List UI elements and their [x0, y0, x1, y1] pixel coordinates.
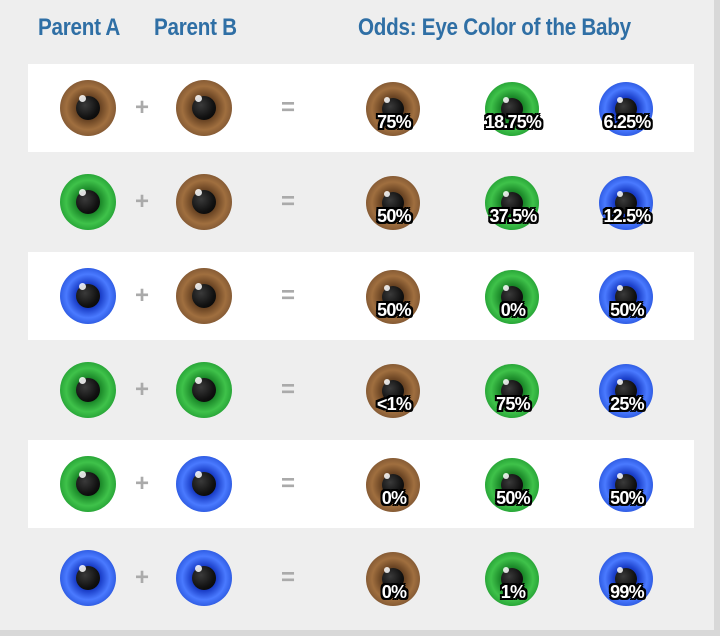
odds-blue-cell: 50%: [592, 452, 662, 522]
odds-percentage: <1%: [376, 394, 412, 414]
header-parent-b: Parent B: [154, 14, 237, 41]
header-parent-a: Parent A: [38, 14, 121, 41]
odds-percentage: 50%: [610, 300, 644, 320]
green-eye-icon: [485, 552, 539, 606]
blue-eye-icon: [599, 458, 653, 512]
equals-sign: =: [280, 188, 295, 215]
table-row: + = 75% 18.75% 6.25%: [28, 64, 694, 152]
odds-percentage: 75%: [496, 394, 530, 414]
green-eye-icon: [485, 270, 539, 324]
parent-a-green-eye-icon: [60, 362, 116, 418]
odds-percentage: 0%: [381, 488, 407, 508]
parent-b-brown-eye-icon: [176, 80, 232, 136]
odds-blue-cell: 12.5%: [592, 170, 662, 240]
header-odds: Odds: Eye Color of the Baby: [358, 14, 631, 41]
parent-b-green-eye-icon: [176, 362, 232, 418]
plus-sign: +: [134, 376, 149, 403]
odds-brown-cell: 50%: [359, 170, 429, 240]
odds-green-cell: 50%: [478, 452, 548, 522]
table-row: + = 0% 1% 99%: [28, 534, 694, 622]
green-eye-icon: [485, 82, 539, 136]
equals-sign: =: [280, 470, 295, 497]
odds-green-cell: 0%: [478, 264, 548, 334]
odds-percentage: 75%: [377, 112, 411, 132]
equals-sign: =: [280, 282, 295, 309]
odds-green-cell: 37.5%: [478, 170, 548, 240]
table-row: + = <1% 75% 25%: [28, 346, 694, 434]
brown-eye-icon: [366, 176, 420, 230]
odds-blue-cell: 99%: [592, 546, 662, 616]
plus-sign: +: [134, 564, 149, 591]
blue-eye-icon: [599, 176, 653, 230]
odds-brown-cell: 50%: [359, 264, 429, 334]
odds-percentage: 50%: [496, 488, 530, 508]
table-row: + = 50% 0% 50%: [28, 252, 694, 340]
odds-percentage: 99%: [610, 582, 644, 602]
odds-percentage: 18.75%: [484, 112, 542, 132]
odds-green-cell: 1%: [478, 546, 548, 616]
parent-b-brown-eye-icon: [176, 174, 232, 230]
brown-eye-icon: [366, 270, 420, 324]
parent-a-blue-eye-icon: [60, 550, 116, 606]
odds-percentage: 37.5%: [489, 206, 537, 226]
blue-eye-icon: [599, 364, 653, 418]
odds-brown-cell: 75%: [359, 76, 429, 146]
parent-a-blue-eye-icon: [60, 268, 116, 324]
green-eye-icon: [485, 176, 539, 230]
odds-percentage: 6.25%: [603, 112, 651, 132]
brown-eye-icon: [366, 82, 420, 136]
odds-percentage: 25%: [610, 394, 644, 414]
odds-brown-cell: 0%: [359, 452, 429, 522]
blue-eye-icon: [599, 270, 653, 324]
green-eye-icon: [485, 364, 539, 418]
odds-blue-cell: 50%: [592, 264, 662, 334]
odds-percentage: 50%: [377, 206, 411, 226]
odds-percentage: 50%: [377, 300, 411, 320]
plus-sign: +: [134, 282, 149, 309]
plus-sign: +: [134, 188, 149, 215]
plus-sign: +: [134, 470, 149, 497]
blue-eye-icon: [599, 552, 653, 606]
table-row: + = 0% 50% 50%: [28, 440, 694, 528]
parent-a-green-eye-icon: [60, 456, 116, 512]
odds-brown-cell: <1%: [359, 358, 429, 428]
brown-eye-icon: [366, 364, 420, 418]
odds-green-cell: 75%: [478, 358, 548, 428]
odds-blue-cell: 6.25%: [592, 76, 662, 146]
odds-percentage: 0%: [381, 582, 407, 602]
odds-percentage: 1%: [500, 582, 526, 602]
odds-brown-cell: 0%: [359, 546, 429, 616]
odds-percentage: 0%: [500, 300, 526, 320]
table-row: + = 50% 37.5% 12.5%: [28, 158, 694, 246]
parent-a-brown-eye-icon: [60, 80, 116, 136]
parent-b-brown-eye-icon: [176, 268, 232, 324]
odds-percentage: 50%: [610, 488, 644, 508]
odds-blue-cell: 25%: [592, 358, 662, 428]
equals-sign: =: [280, 564, 295, 591]
parent-b-blue-eye-icon: [176, 456, 232, 512]
plus-sign: +: [134, 94, 149, 121]
brown-eye-icon: [366, 552, 420, 606]
parent-b-blue-eye-icon: [176, 550, 232, 606]
odds-percentage: 12.5%: [603, 206, 651, 226]
blue-eye-icon: [599, 82, 653, 136]
parent-a-green-eye-icon: [60, 174, 116, 230]
brown-eye-icon: [366, 458, 420, 512]
green-eye-icon: [485, 458, 539, 512]
equals-sign: =: [280, 94, 295, 121]
equals-sign: =: [280, 376, 295, 403]
odds-green-cell: 18.75%: [478, 76, 548, 146]
